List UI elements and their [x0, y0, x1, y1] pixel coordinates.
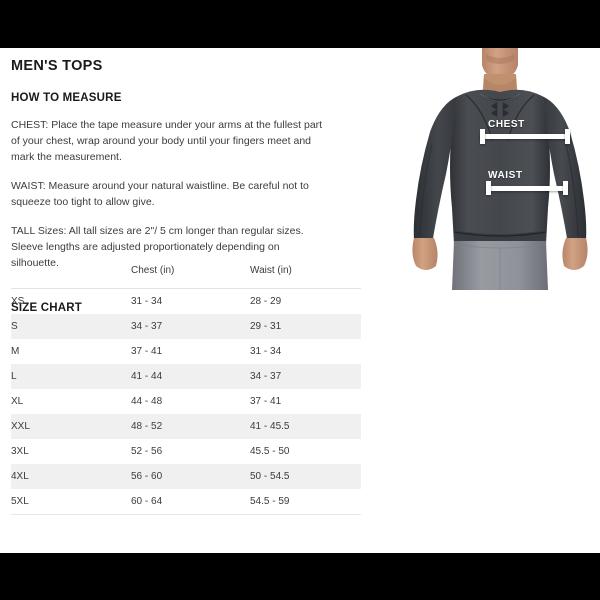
letterbox-bottom-bar: [0, 553, 600, 600]
brand-logo-icon: [491, 101, 509, 118]
waist-instruction-text: WAIST: Measure around your natural waist…: [11, 180, 309, 208]
cell-chest: 52 - 56: [131, 446, 163, 457]
waist-marker-label: WAIST: [488, 170, 523, 181]
cell-waist: 41 - 45.5: [250, 414, 361, 439]
cell-size: S: [11, 314, 131, 339]
table-row: 3XL 52 - 56 45.5 - 50: [11, 439, 361, 464]
cell-waist: 34 - 37: [250, 364, 361, 389]
cell-chest: 56 - 60: [131, 464, 250, 489]
waist-measure-cap-left: [486, 181, 491, 195]
column-header-chest: Chest (in): [131, 265, 250, 289]
table-row: XL 44 - 48 37 - 41: [11, 389, 361, 414]
chest-marker-label: CHEST: [488, 119, 525, 130]
cell-size: L: [11, 364, 131, 389]
table-header-row: Chest (in) Waist (in): [11, 265, 361, 289]
size-chart-heading: SIZE CHART: [11, 302, 82, 314]
cell-chest: 60 - 64: [131, 489, 250, 515]
letterbox-top-bar: [0, 0, 600, 48]
cell-waist: 45.5 - 50: [250, 446, 290, 457]
cell-waist: 28 - 29: [250, 296, 282, 307]
chest-measure-bar: [480, 134, 570, 139]
table-row: L 41 - 44 34 - 37: [11, 364, 361, 389]
cell-waist: 29 - 31: [250, 314, 361, 339]
product-photo: CHEST WAIST: [396, 48, 600, 290]
cell-size: XXL: [11, 414, 131, 439]
column-header-size: [11, 265, 131, 289]
chest-measure-cap-left: [480, 129, 485, 144]
cell-chest: 37 - 41: [131, 346, 163, 357]
table-row: 4XL 56 - 60 50 - 54.5: [11, 464, 361, 489]
cell-size: XL: [11, 396, 24, 407]
cell-waist: 31 - 34: [250, 346, 282, 357]
table-row: XXL 48 - 52 41 - 45.5: [11, 414, 361, 439]
how-to-measure-heading: HOW TO MEASURE: [11, 92, 122, 104]
cell-waist: 50 - 54.5: [250, 464, 361, 489]
cell-size: 4XL: [11, 464, 131, 489]
cell-size: M: [11, 346, 20, 357]
table-row: S 34 - 37 29 - 31: [11, 314, 361, 339]
cell-size: 5XL: [11, 489, 131, 515]
chest-measure-cap-right: [565, 129, 570, 144]
table-row: M 37 - 41 31 - 34: [11, 339, 361, 364]
cell-waist: 54.5 - 59: [250, 489, 361, 515]
cell-chest: 48 - 52: [131, 414, 250, 439]
tall-sizes-instruction-text: TALL Sizes: All tall sizes are 2"/ 5 cm …: [11, 225, 304, 269]
table-row: XS 31 - 34 28 - 29: [11, 289, 361, 315]
cell-chest: 44 - 48: [131, 396, 163, 407]
size-chart-table: Chest (in) Waist (in) XS 31 - 34 28 - 29 S 3…: [11, 265, 361, 515]
cell-size: 3XL: [11, 446, 29, 457]
cell-waist: 37 - 41: [250, 396, 282, 407]
table-row: 5XL 60 - 64 54.5 - 59: [11, 489, 361, 515]
instructions-column: MEN'S TOPS HOW TO MEASURE CHEST: Place t…: [11, 48, 356, 314]
cell-chest: 41 - 44: [131, 364, 250, 389]
cell-size: XS: [11, 296, 25, 307]
chest-instruction-text: CHEST: Place the tape measure under your…: [11, 119, 323, 163]
column-header-waist: Waist (in): [250, 265, 361, 289]
model-illustration: [396, 48, 600, 290]
page-title: MEN'S TOPS: [11, 58, 103, 74]
waist-measure-cap-right: [563, 181, 568, 195]
size-chart-body: XS 31 - 34 28 - 29 S 34 - 37 29 - 31 M 37 - 41 3…: [11, 289, 361, 515]
waist-measure-bar: [486, 186, 568, 191]
content-area: MEN'S TOPS HOW TO MEASURE CHEST: Place t…: [0, 48, 600, 553]
cell-chest: 31 - 34: [131, 296, 163, 307]
cell-chest: 34 - 37: [131, 314, 250, 339]
